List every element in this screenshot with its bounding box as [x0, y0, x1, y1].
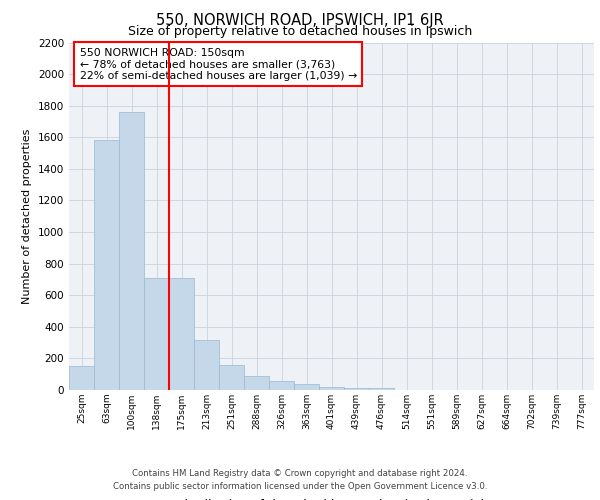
Text: 550 NORWICH ROAD: 150sqm
← 78% of detached houses are smaller (3,763)
22% of sem: 550 NORWICH ROAD: 150sqm ← 78% of detach…	[79, 48, 357, 81]
Bar	[119, 112, 144, 390]
Text: Contains public sector information licensed under the Open Government Licence v3: Contains public sector information licen…	[113, 482, 487, 491]
Bar	[344, 388, 369, 390]
Bar	[294, 384, 319, 390]
Bar	[269, 382, 294, 390]
Bar	[94, 140, 119, 390]
Bar	[219, 364, 244, 390]
Text: Contains HM Land Registry data © Crown copyright and database right 2024.: Contains HM Land Registry data © Crown c…	[132, 468, 468, 477]
X-axis label: Distribution of detached houses by size in Ipswich: Distribution of detached houses by size …	[175, 498, 488, 500]
Text: Size of property relative to detached houses in Ipswich: Size of property relative to detached ho…	[128, 25, 472, 38]
Bar	[244, 376, 269, 390]
Bar	[169, 278, 194, 390]
Bar	[369, 388, 394, 390]
Bar	[194, 340, 219, 390]
Bar	[319, 386, 344, 390]
Bar	[69, 366, 94, 390]
Bar	[144, 278, 169, 390]
Text: 550, NORWICH ROAD, IPSWICH, IP1 6JR: 550, NORWICH ROAD, IPSWICH, IP1 6JR	[156, 12, 444, 28]
Y-axis label: Number of detached properties: Number of detached properties	[22, 128, 32, 304]
